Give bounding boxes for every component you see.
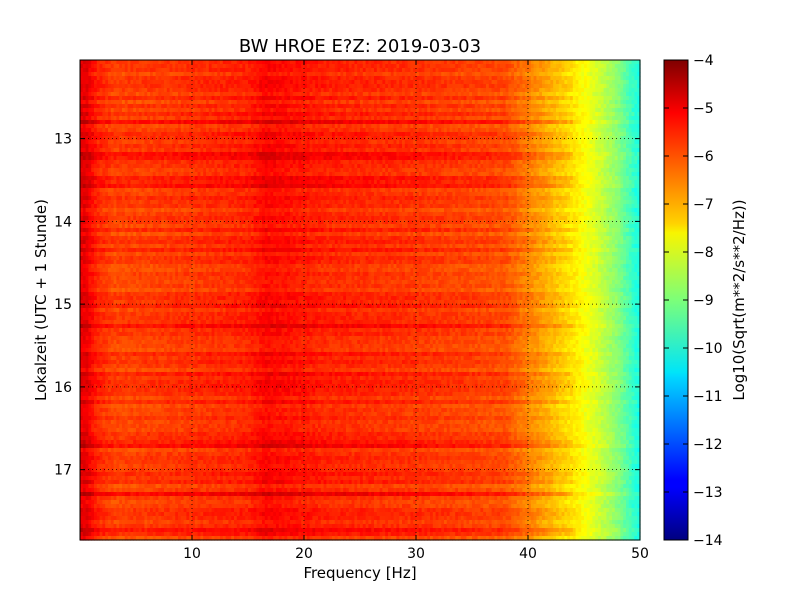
spectrogram-heatmap (80, 60, 641, 541)
chart-title: BW HROE E?Z: 2019-03-03 (239, 36, 481, 57)
